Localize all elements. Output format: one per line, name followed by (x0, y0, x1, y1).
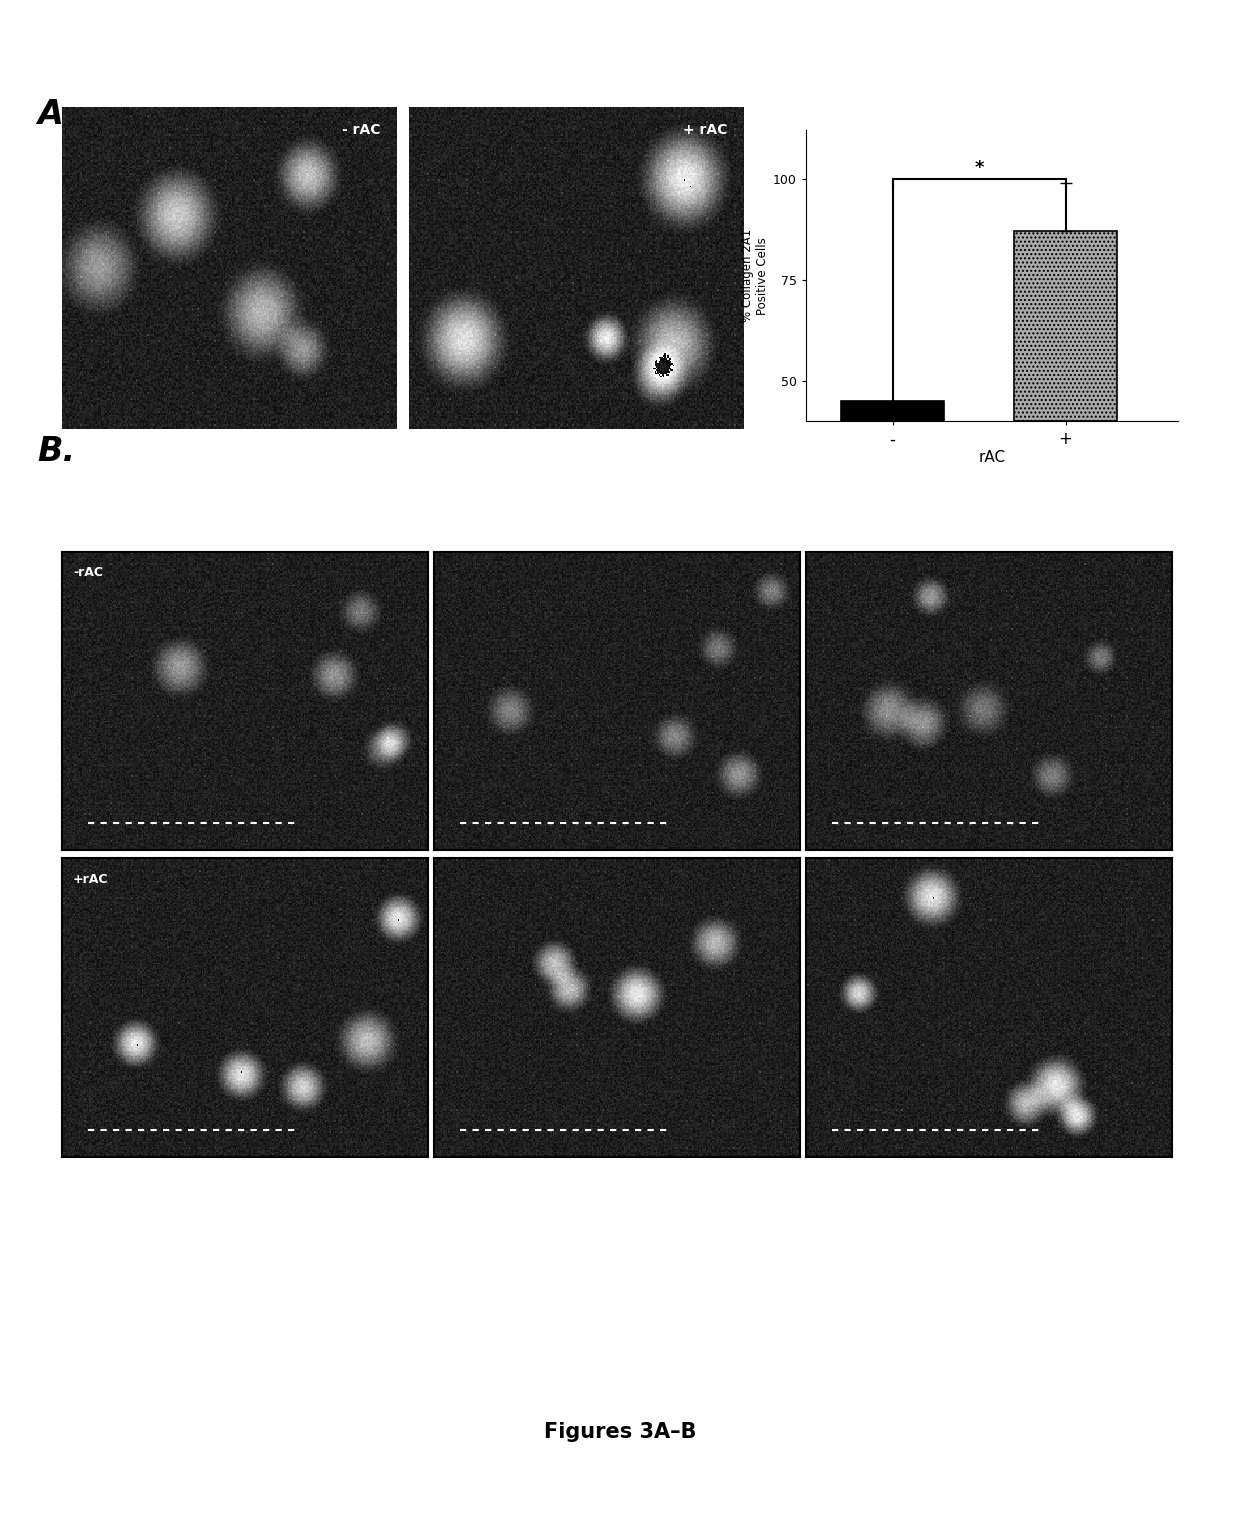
Bar (1013, 231, 1117, 421)
Text: *: * (975, 159, 983, 176)
Text: - rAC: - rAC (341, 124, 379, 138)
Y-axis label: % Collagen 2A1
Positive Cells: % Collagen 2A1 Positive Cells (742, 230, 769, 322)
X-axis label: rAC: rAC (978, 450, 1006, 464)
Text: +rAC: +rAC (73, 873, 108, 885)
Text: -rAC: -rAC (73, 567, 103, 579)
Text: A.: A. (37, 98, 77, 132)
Text: + rAC: + rAC (683, 124, 728, 138)
Bar (841, 401, 945, 421)
Text: Figures 3A–B: Figures 3A–B (544, 1422, 696, 1443)
Text: B.: B. (37, 435, 76, 469)
